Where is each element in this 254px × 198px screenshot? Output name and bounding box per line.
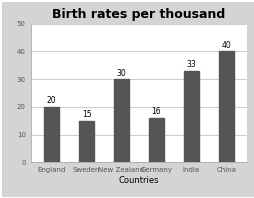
Text: 40: 40 — [221, 41, 230, 50]
Bar — [78, 121, 94, 162]
Title: Birth rates per thousand: Birth rates per thousand — [52, 8, 225, 21]
X-axis label: Countries: Countries — [118, 176, 158, 185]
Text: 20: 20 — [46, 96, 56, 105]
Text: 15: 15 — [81, 110, 91, 119]
Text: 30: 30 — [116, 69, 126, 78]
Bar — [113, 79, 129, 162]
Bar — [183, 71, 198, 162]
Bar — [43, 107, 59, 162]
Text: 33: 33 — [186, 60, 196, 69]
Text: 16: 16 — [151, 107, 161, 116]
Bar — [148, 118, 164, 162]
Bar — [218, 51, 233, 162]
